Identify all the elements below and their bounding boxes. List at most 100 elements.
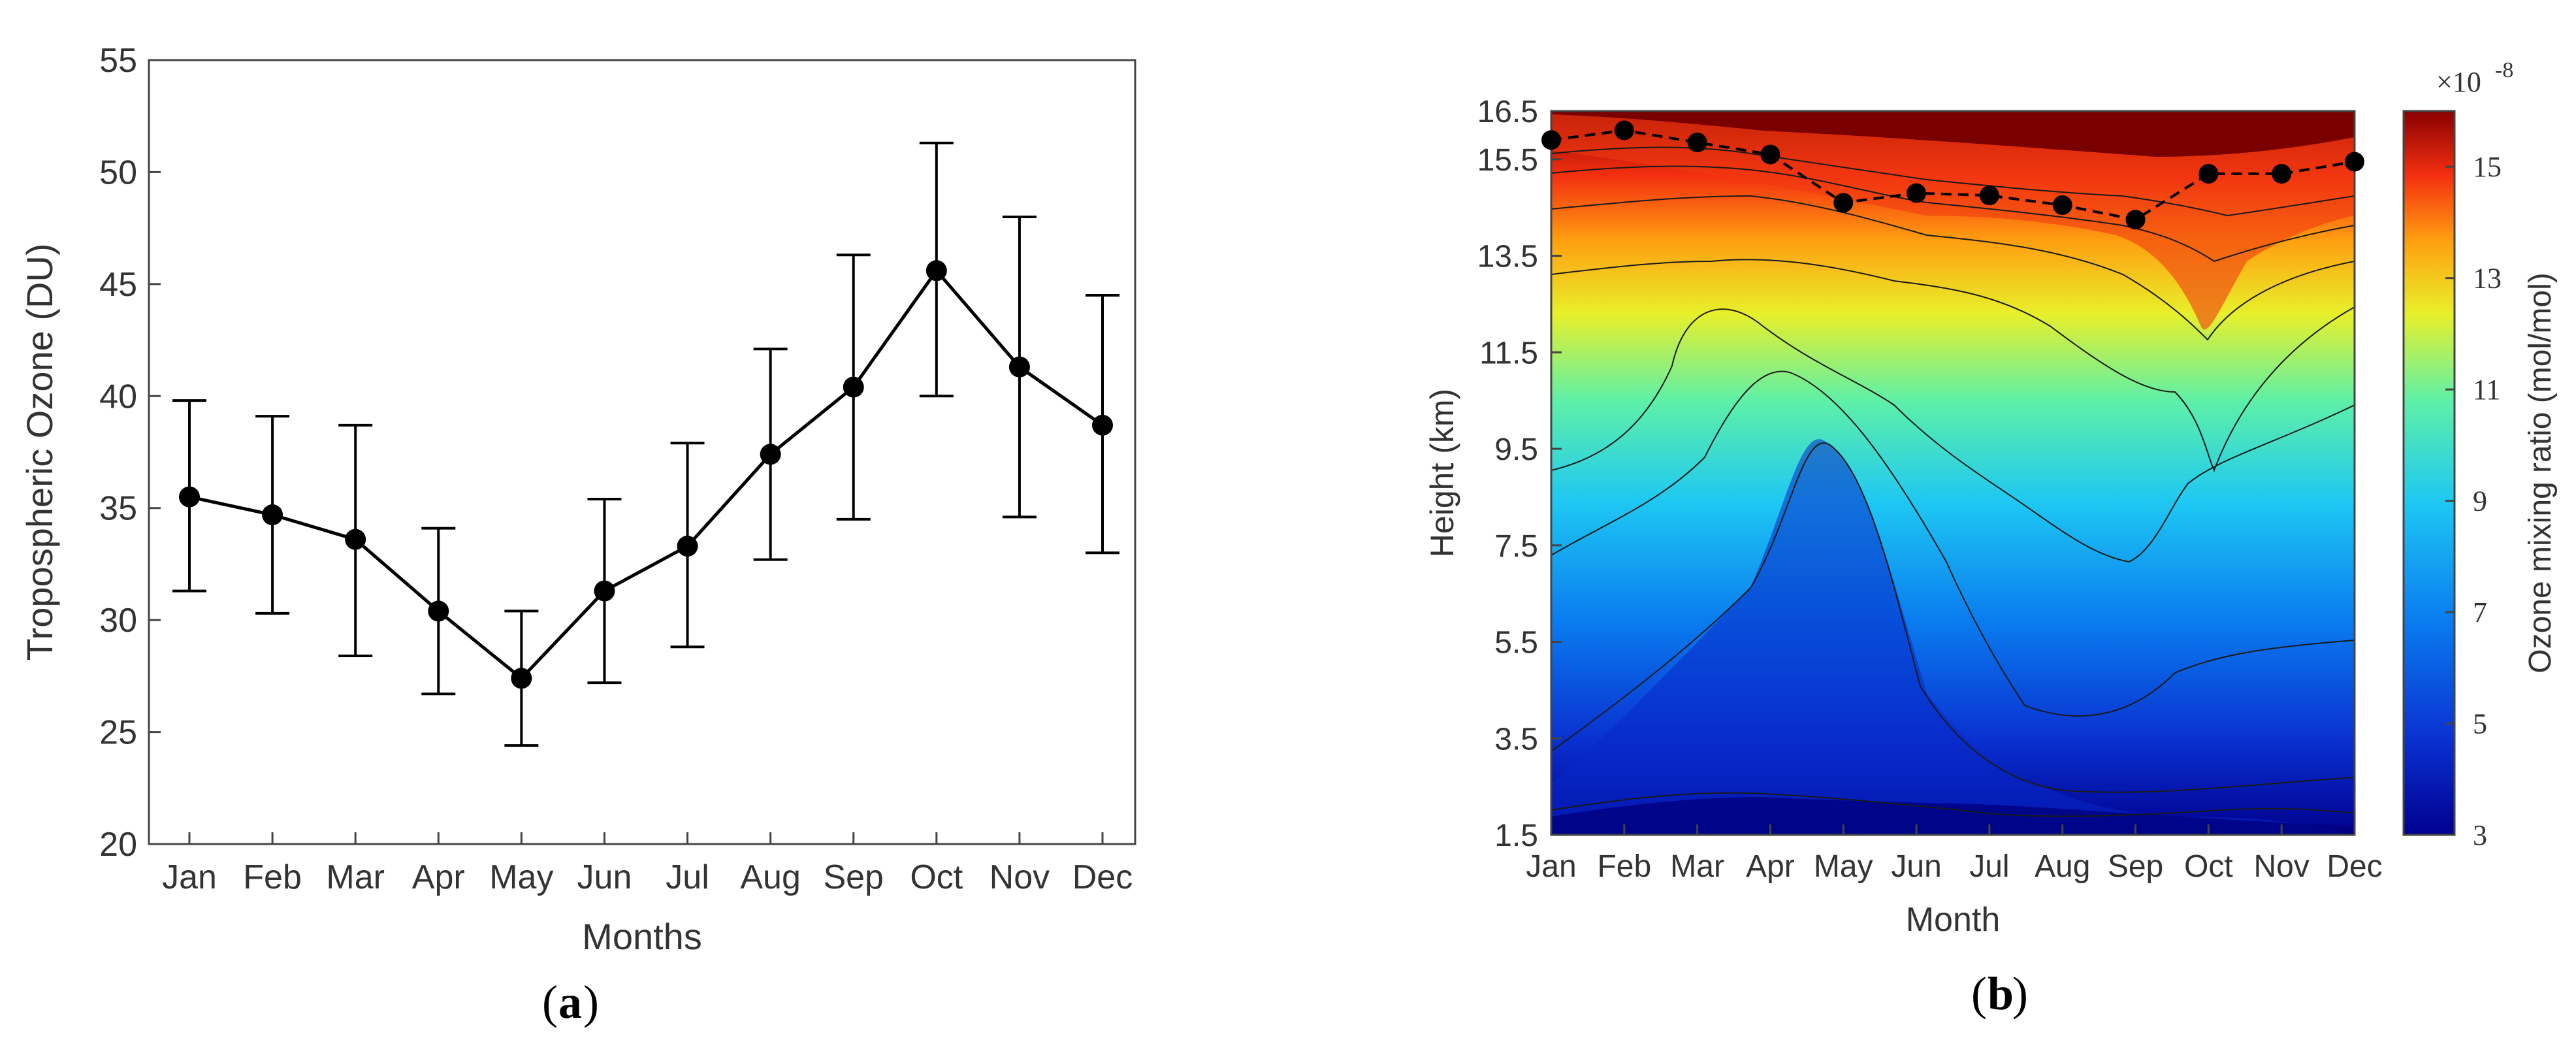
ozone-point	[926, 260, 947, 282]
high-ozone-region	[1551, 111, 2355, 330]
y-tick-label-a: 45	[99, 266, 137, 304]
y-tick-label-b: 3.5	[1494, 722, 1538, 756]
tropopause-points	[1541, 120, 2364, 230]
tropopause-point	[1833, 193, 1854, 213]
x-tick-label-b: Apr	[1746, 849, 1795, 884]
svg-text:a: a	[558, 976, 582, 1028]
plot-a-frame	[148, 59, 1136, 845]
panel-a: 20 25 30 35 40 45 50 55 Jan Feb Mar Apr May Jun Jul Au…	[19, 42, 1136, 1028]
colorbar-tick-label: 9	[2473, 485, 2487, 517]
panel-a-label: ( a )	[542, 976, 599, 1028]
x-tick-label-a: Aug	[740, 858, 801, 896]
tropopause-point	[2198, 164, 2219, 184]
ozone-series-line	[189, 268, 1104, 681]
x-axis-b: Jan Feb Mar Apr May Jun Jul Aug Sep Oct Nov Dec	[1526, 824, 2383, 884]
low-ozone-region	[1551, 439, 2355, 835]
svg-text:b: b	[1988, 968, 2014, 1020]
x-tick-label-b: Aug	[2035, 849, 2090, 884]
y-tick-label-b: 7.5	[1494, 529, 1538, 564]
x-tick-label-b: Jun	[1891, 849, 1941, 884]
y-tick-label-b: 16.5	[1477, 95, 1538, 129]
colorbar-tick-label: 13	[2473, 263, 2502, 295]
x-tick-label-b: Feb	[1597, 849, 1651, 884]
colorbar	[2402, 110, 2456, 836]
x-tick-label-b: Nov	[2254, 849, 2310, 884]
y-tick-label-b: 13.5	[1477, 240, 1538, 274]
ozone-point	[1092, 414, 1113, 436]
y-tick-label-a: 55	[99, 42, 137, 80]
tropopause-point	[1541, 130, 1561, 150]
tropopause-point	[2125, 210, 2146, 230]
colorbar-label: Ozone mixing ratio (mol/mol)	[2523, 272, 2558, 674]
y-tick-label-b: 9.5	[1494, 432, 1538, 467]
x-tick-label-a: Feb	[243, 858, 302, 896]
y-tick-label-a: 20	[99, 826, 137, 864]
tropopause-line	[1551, 129, 2355, 221]
y-tick-label-a: 40	[99, 378, 137, 415]
colorbar-scale: ×10 -8	[2436, 58, 2513, 98]
x-tick-label-a: Oct	[910, 858, 963, 896]
ozone-series-points	[179, 260, 1113, 689]
x-tick-label-b: Dec	[2326, 849, 2382, 884]
x-tick-label-b: Jan	[1526, 849, 1576, 884]
x-axis-b-title: Month	[1906, 901, 2001, 939]
svg-text:(: (	[542, 976, 558, 1028]
x-tick-label-b: May	[1814, 849, 1873, 884]
ozone-point	[262, 504, 283, 525]
tropopause-point	[1614, 120, 1634, 140]
ozone-point	[594, 580, 615, 602]
x-tick-label-a: Jul	[666, 858, 709, 896]
tropopause-point	[2272, 164, 2292, 184]
heatmap	[1551, 111, 2355, 835]
ozone-point	[345, 528, 366, 550]
tropopause-point	[1760, 144, 1780, 165]
x-tick-label-b: Jul	[1969, 849, 2009, 884]
x-tick-label-a: Apr	[412, 858, 465, 896]
svg-text:): )	[583, 976, 599, 1028]
y-axis-a-title: Tropospheric Ozone (DU)	[19, 243, 60, 660]
deep-low-ozone-region	[1551, 797, 2355, 835]
y-axis-a: 20 25 30 35 40 45 50 55	[99, 42, 161, 864]
x-axis-a-title: Months	[582, 916, 702, 957]
colorbar-tick-label: 11	[2473, 374, 2500, 406]
x-tick-label-a: Mar	[326, 858, 385, 896]
tropopause-point	[2345, 152, 2364, 172]
tropopause-point	[1687, 133, 1707, 153]
x-tick-label-a: Dec	[1072, 858, 1133, 896]
tropopause-point	[1907, 183, 1927, 203]
y-tick-label-b: 5.5	[1494, 626, 1538, 660]
y-tick-label-a: 25	[99, 714, 137, 752]
panel-b-label: ( b )	[1971, 968, 2028, 1020]
contour-lines	[1551, 146, 2355, 817]
x-tick-label-a: Nov	[990, 858, 1050, 896]
y-tick-label-a: 35	[99, 490, 137, 528]
y-tick-label-b: 15.5	[1477, 143, 1538, 178]
x-tick-label-b: Sep	[2108, 849, 2163, 884]
ozone-point	[677, 536, 698, 557]
x-axis-a: Jan Feb Mar Apr May Jun Jul Aug Sep Oct Nov Dec	[162, 832, 1133, 896]
y-tick-label-b: 11.5	[1479, 336, 1538, 370]
ozone-point	[843, 376, 864, 398]
ozone-point	[428, 600, 449, 622]
tropopause-cap-region	[1551, 111, 2355, 157]
tropopause-point	[2052, 195, 2072, 216]
ozone-point	[1008, 356, 1030, 378]
y-tick-label-a: 50	[99, 154, 137, 191]
x-tick-label-b: Oct	[2184, 849, 2233, 884]
svg-text:-8: -8	[2495, 58, 2513, 82]
plot-b-frame	[1550, 110, 2356, 836]
colorbar-tick-label: 5	[2473, 708, 2487, 740]
colorbar-tick-label: 15	[2473, 151, 2502, 183]
x-tick-label-b: Mar	[1670, 849, 1724, 884]
ozone-point	[760, 444, 781, 465]
svg-text:): )	[2012, 968, 2028, 1020]
x-tick-label-a: Sep	[823, 858, 884, 896]
colorbar-tick-label: 3	[2473, 819, 2487, 851]
panel-b: 1.5 3.5 5.5 7.5 9.5 11.5 13.5 15.5 16.5 Height (k…	[1424, 58, 2558, 1020]
x-tick-label-a: Jun	[577, 858, 632, 896]
x-tick-label-a: May	[489, 858, 553, 896]
y-axis-b: 1.5 3.5 5.5 7.5 9.5 11.5 13.5 15.5 16.5 Height (k…	[1424, 95, 1562, 853]
tropopause-point	[1979, 186, 1999, 206]
x-tick-label-a: Jan	[162, 858, 217, 896]
y-tick-label-b: 1.5	[1494, 819, 1538, 853]
